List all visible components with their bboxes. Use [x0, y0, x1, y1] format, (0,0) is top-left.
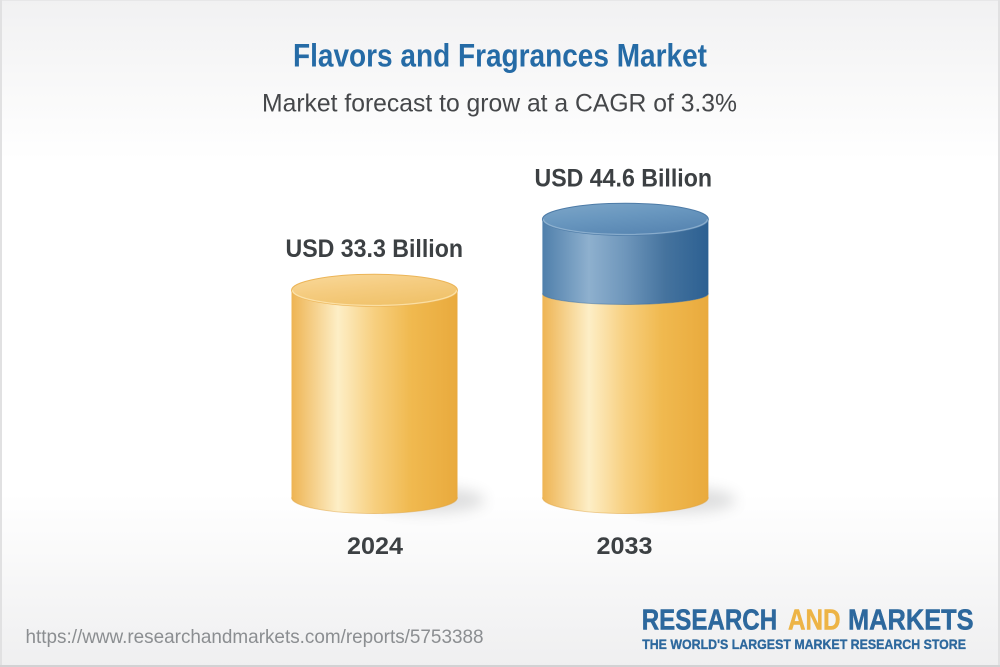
- svg-text:THE WORLD'S LARGEST MARKET RES: THE WORLD'S LARGEST MARKET RESEARCH STOR…: [642, 637, 966, 652]
- svg-text:RESEARCH: RESEARCH: [642, 605, 778, 637]
- svg-text:USD 44.6 Billion: USD 44.6 Billion: [535, 165, 713, 193]
- svg-text:AND: AND: [788, 605, 841, 637]
- svg-text:2024: 2024: [347, 533, 403, 560]
- svg-text:https://www.researchandmarkets: https://www.researchandmarkets.com/repor…: [26, 626, 484, 648]
- svg-text:Market forecast to grow at a C: Market forecast to grow at a CAGR of 3.3…: [262, 89, 737, 117]
- svg-text:MARKETS: MARKETS: [848, 605, 974, 637]
- svg-text:Flavors and Fragrances Market: Flavors and Fragrances Market: [293, 37, 707, 73]
- svg-text:2033: 2033: [597, 533, 653, 560]
- svg-text:USD 33.3 Billion: USD 33.3 Billion: [286, 235, 464, 263]
